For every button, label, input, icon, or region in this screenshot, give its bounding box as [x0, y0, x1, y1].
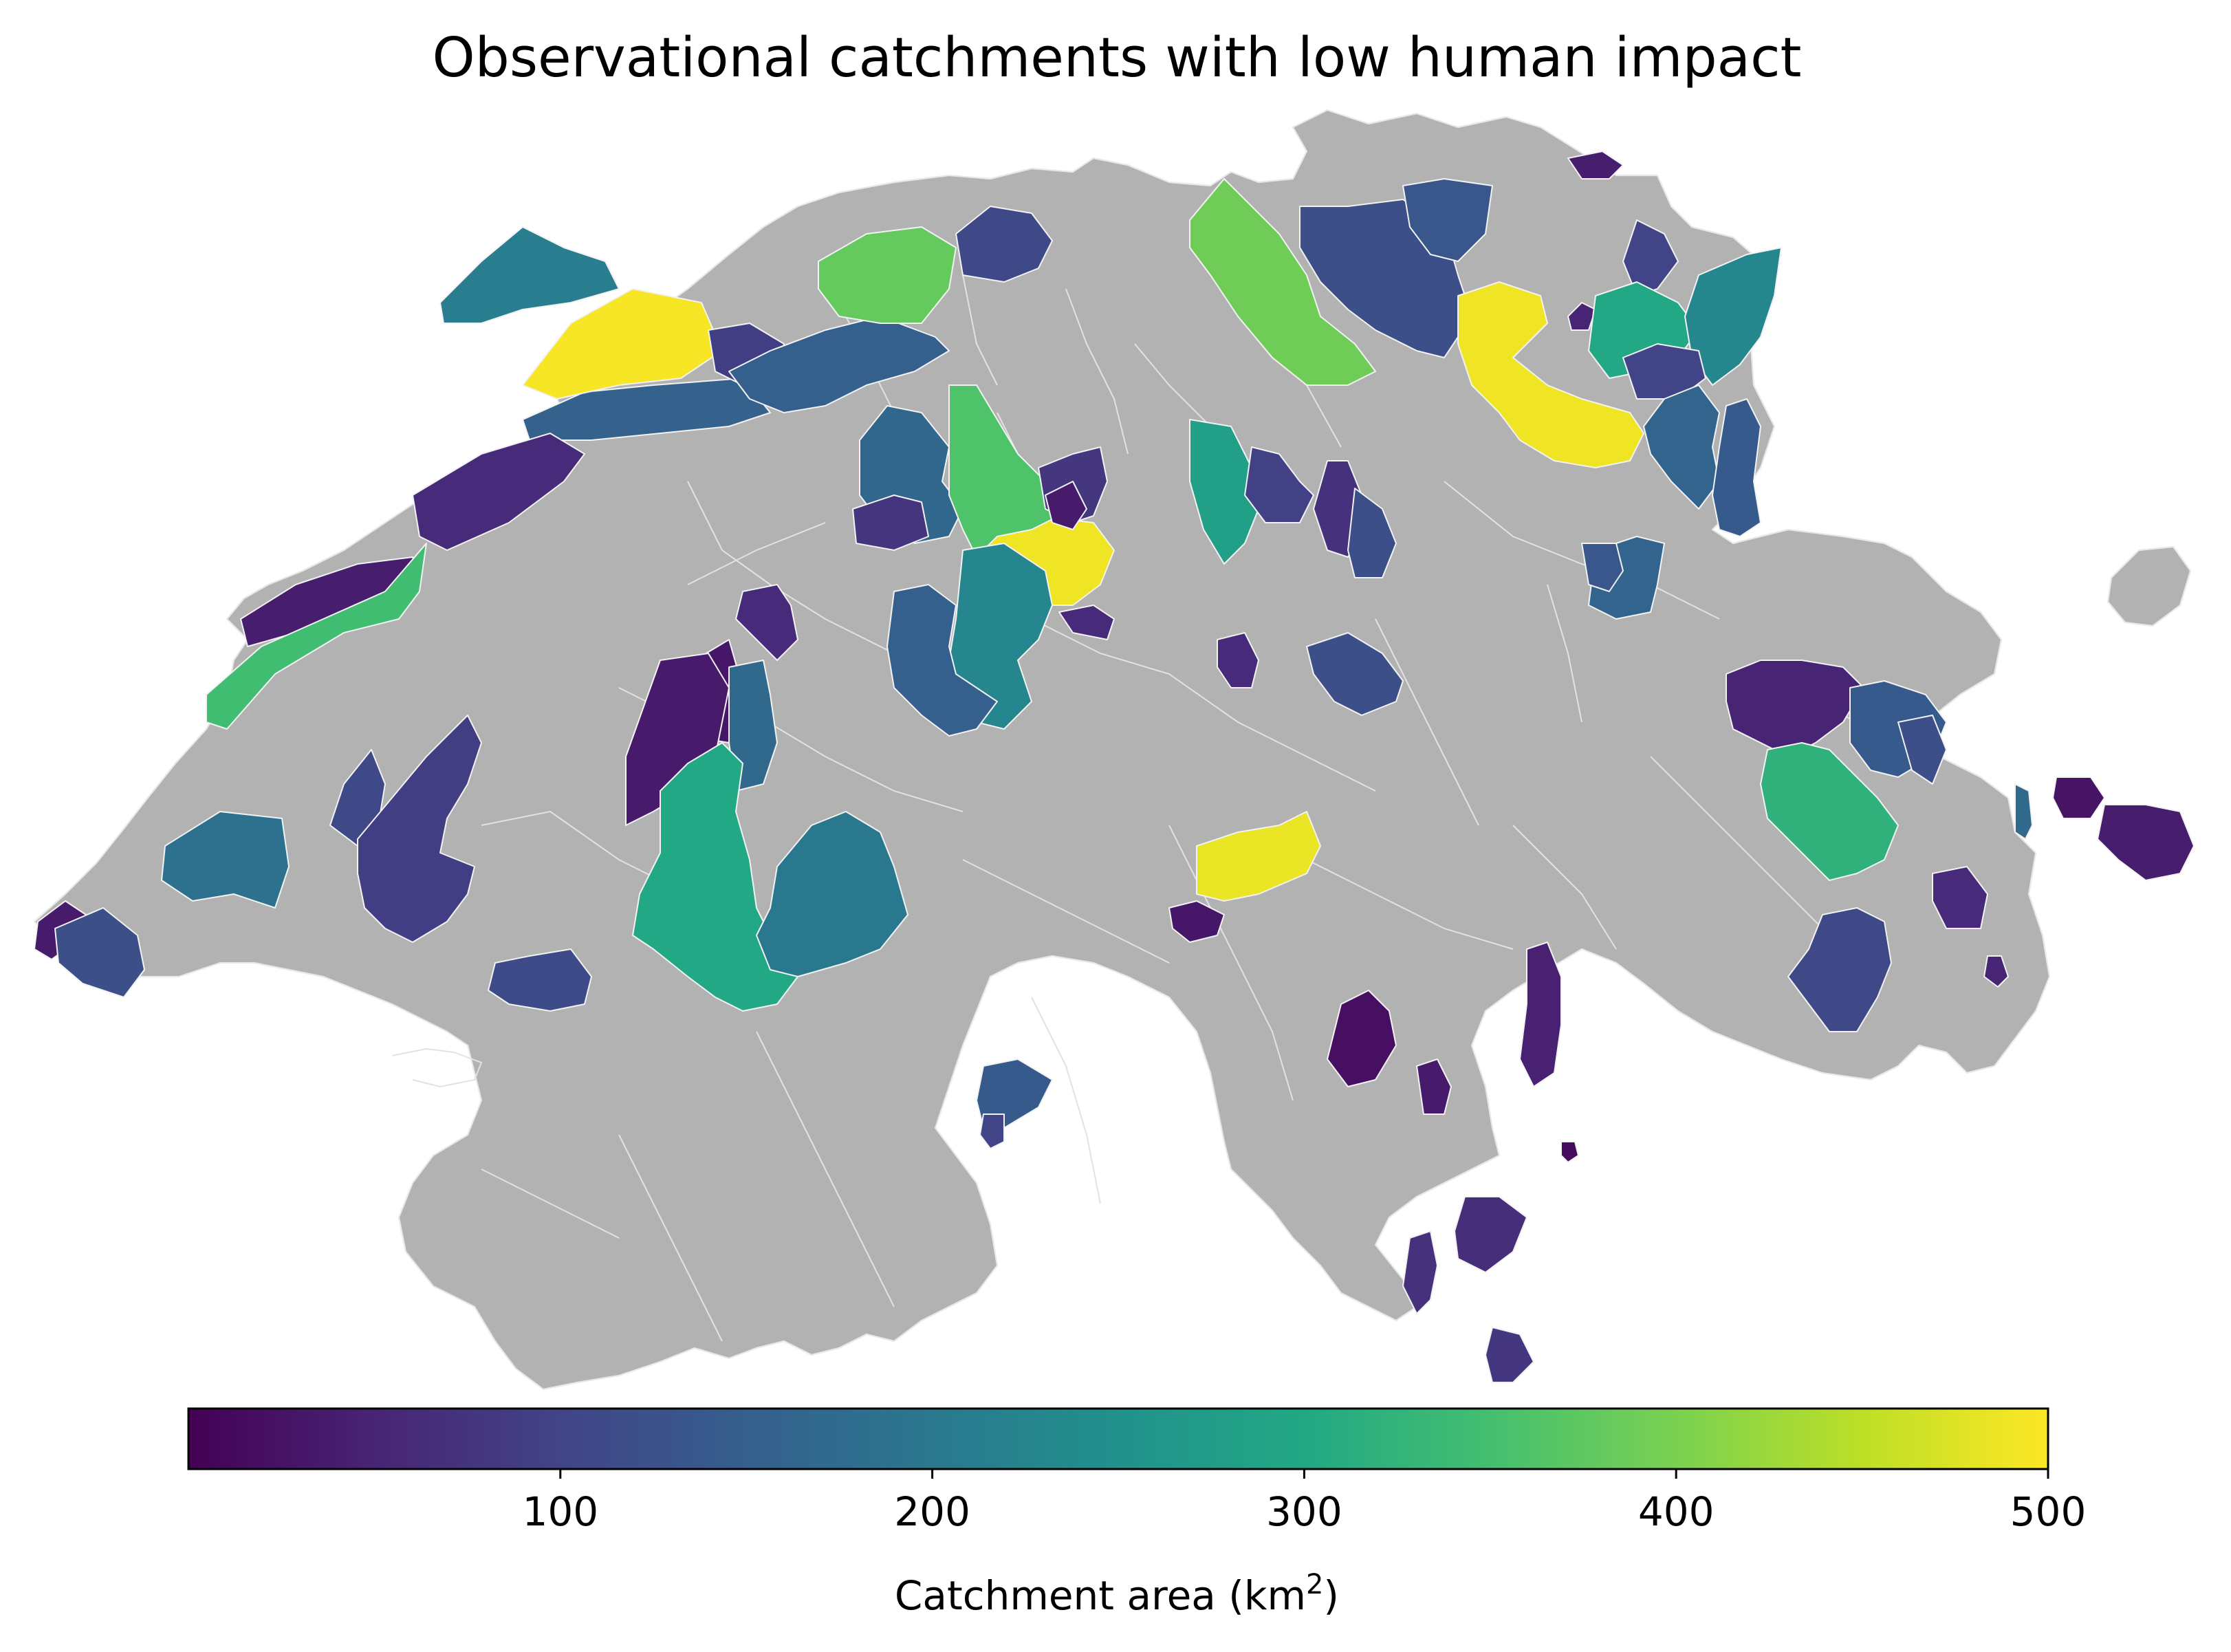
catchment: [2052, 776, 2105, 819]
catchment: [1726, 660, 1864, 757]
catchment: [1787, 907, 1892, 1032]
lake-outline: [391, 1047, 483, 1088]
catchment: [357, 715, 482, 943]
catchment: [2097, 804, 2195, 881]
catchment: [1244, 446, 1314, 523]
colorbar-ticks: 100 200 300 400 500: [522, 1469, 2086, 1535]
catchment: [1622, 343, 1706, 400]
catchment-polygons: [34, 151, 2195, 1383]
catchment: [1058, 605, 1115, 640]
catchment: [1643, 384, 1720, 510]
catchment: [818, 226, 957, 324]
catchment: [632, 742, 798, 1012]
catchment: [1196, 811, 1321, 902]
catchment: [735, 584, 798, 661]
colorbar-tick-label: 200: [894, 1488, 970, 1535]
catchment: [756, 811, 908, 977]
catchment: [976, 1058, 1053, 1129]
catchment: [948, 384, 1060, 558]
colorbar: 100 200 300 400 500 Catchment area (km2): [187, 1407, 2086, 1619]
catchment: [886, 584, 998, 737]
catchment: [1347, 488, 1397, 578]
catchment: [1327, 990, 1397, 1087]
catchment: [1217, 632, 1259, 688]
colorbar-label-superscript: 2: [1306, 1569, 1323, 1600]
colorbar-tick-label: 100: [522, 1488, 598, 1535]
colorbar-label-suffix: ): [1323, 1572, 1339, 1619]
catchment: [1485, 1327, 1534, 1383]
catchment: [1402, 178, 1493, 262]
catchment: [1983, 955, 2009, 988]
catchment: [1932, 866, 1988, 929]
colorbar-label-prefix: Catchment area (km: [895, 1572, 1306, 1619]
colorbar-tick-label: 500: [2010, 1488, 2087, 1535]
catchment: [1045, 481, 1087, 530]
colorbar-tick-label: 300: [1266, 1488, 1342, 1535]
map-title: Observational catchments with low human …: [432, 26, 1801, 89]
catchment: [1402, 1230, 1438, 1314]
catchment: [1306, 632, 1404, 716]
catchment: [1454, 1196, 1527, 1273]
catchment: [2014, 783, 2033, 840]
catchment: [1760, 742, 1899, 881]
catchment: [1416, 1058, 1452, 1115]
catchment: [979, 1113, 1005, 1149]
colorbar-label: Catchment area (km2): [895, 1569, 1339, 1619]
catchment: [955, 206, 1053, 283]
catchment: [728, 316, 950, 413]
catchment: [1567, 151, 1624, 180]
catchment: [488, 948, 592, 1012]
catchment: [1168, 900, 1225, 943]
catchment: [1189, 178, 1376, 386]
colorbar-gradient: [187, 1407, 2049, 1470]
catchment: [412, 433, 585, 551]
catchment: [1519, 942, 1562, 1087]
catchment: [852, 494, 929, 551]
catchment: [439, 226, 620, 324]
catchment: [1712, 398, 1761, 537]
catchment: [1581, 543, 1624, 592]
catchment: [1684, 247, 1782, 386]
catchment: [206, 543, 427, 730]
catchment: [1897, 715, 1947, 785]
colorbar-tick-label: 400: [1638, 1488, 1715, 1535]
catchment: [1457, 281, 1644, 468]
country-region-fill-enclave: [2107, 545, 2192, 627]
catchment: [161, 811, 290, 909]
catchment: [1560, 1141, 1579, 1163]
catchment: [1189, 419, 1259, 565]
catchment: [54, 907, 145, 998]
catchment: [1622, 219, 1679, 296]
